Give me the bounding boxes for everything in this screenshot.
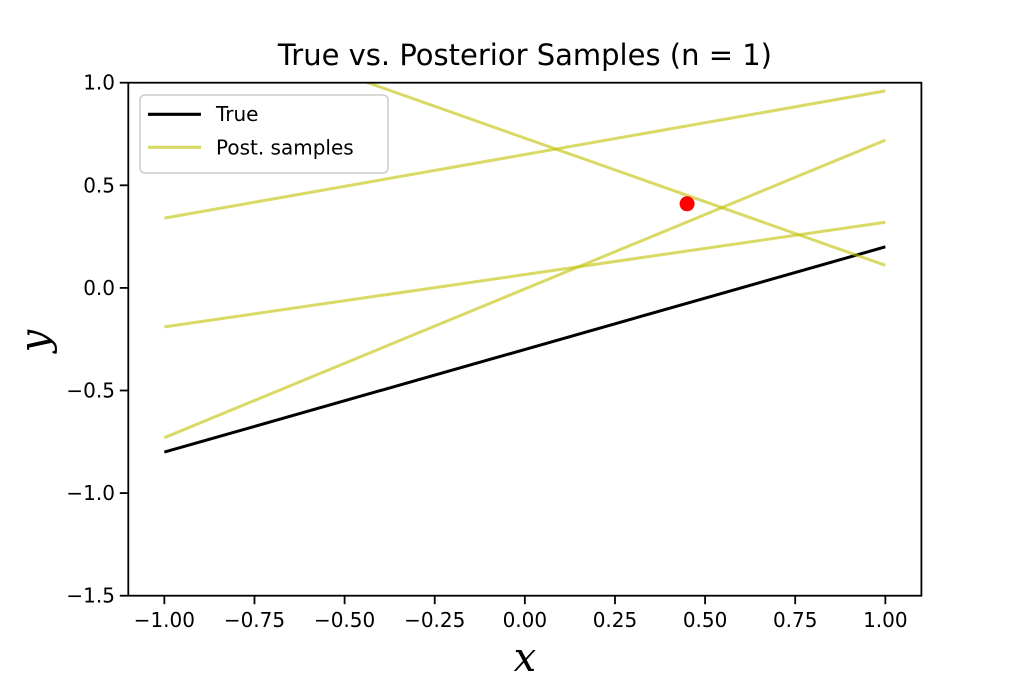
legend-box xyxy=(139,94,389,174)
x-tick-label: 0.00 xyxy=(503,608,548,632)
posterior-sample-line xyxy=(163,138,886,440)
marker-layer xyxy=(679,196,695,212)
y-tick-label: 0.5 xyxy=(83,173,115,197)
y-axis-label: y xyxy=(12,328,58,354)
y-tick-label: −0.5 xyxy=(66,379,115,403)
legend-label-post-samples: Post. samples xyxy=(216,136,354,160)
posterior-sample-line xyxy=(363,82,886,267)
x-tick-label: −0.25 xyxy=(404,608,465,632)
x-axis-label: x xyxy=(514,635,537,681)
x-tick-label: 0.75 xyxy=(773,608,818,632)
x-tick-label: −0.75 xyxy=(224,608,285,632)
x-tick-label: 0.25 xyxy=(593,608,638,632)
x-axis: −1.00 −0.75 −0.50 −0.25 0.00 0.25 0.50 0.75 1.00 xyxy=(134,595,908,632)
chart-title: True vs. Posterior Samples (n = 1) xyxy=(277,38,772,72)
x-tick-label: −0.50 xyxy=(314,608,375,632)
legend-entries: True Post. samples xyxy=(148,102,354,160)
series-layer xyxy=(163,82,886,454)
observation-point xyxy=(679,196,695,212)
legend: True Post. samples xyxy=(139,94,389,174)
posterior-sample-line xyxy=(164,89,886,220)
x-tick-label: 1.00 xyxy=(863,608,908,632)
x-tick-label: 0.50 xyxy=(683,608,728,632)
legend-label-true: True xyxy=(215,102,258,126)
y-tick-label: −1.0 xyxy=(66,481,115,505)
y-tick-label: −1.5 xyxy=(66,584,115,608)
posterior-sample-line xyxy=(164,220,886,329)
y-tick-label: 1.0 xyxy=(83,71,115,95)
y-axis: −1.5 −1.0 −0.5 0.0 0.5 1.0 xyxy=(66,71,129,608)
y-tick-label: 0.0 xyxy=(83,276,115,300)
x-tick-label: −1.00 xyxy=(134,608,195,632)
true-line xyxy=(163,245,886,454)
